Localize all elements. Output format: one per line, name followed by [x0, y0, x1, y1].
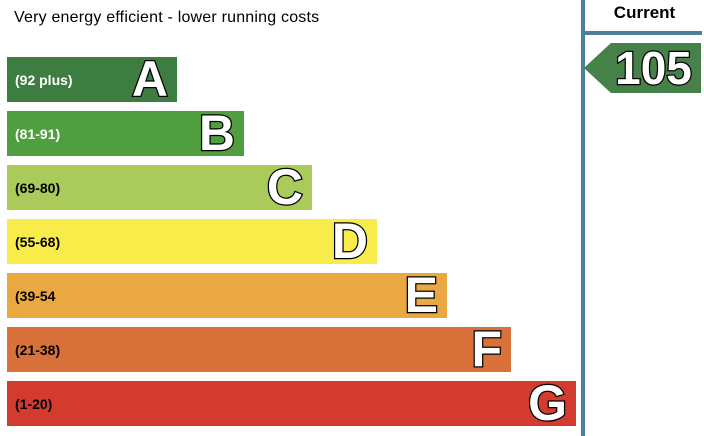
- current-rating-arrow: 105: [584, 43, 701, 93]
- current-header-underline: [585, 31, 702, 35]
- current-rating-value: 105: [614, 42, 693, 94]
- rating-bands: (92 plus) A (81-91) B (69-80) C (55-68) …: [7, 51, 576, 431]
- band-d: (55-68) D: [7, 213, 377, 269]
- band-g: (1-20) G: [7, 375, 576, 431]
- chart-title: Very energy efficient - lower running co…: [14, 9, 320, 26]
- band-d-range-label: (55-68): [15, 233, 61, 250]
- band-c: (69-80) C: [7, 159, 312, 215]
- band-c-letter: C: [266, 159, 305, 215]
- band-e-range-label: (39-54: [15, 287, 56, 304]
- band-a-range-label: (92 plus): [15, 71, 73, 88]
- band-e-letter: E: [403, 267, 439, 323]
- band-a: (92 plus) A: [7, 51, 177, 107]
- panel-vertical-divider: [581, 0, 585, 436]
- band-f-range-label: (21-38): [15, 341, 61, 358]
- current-column-header: Current: [613, 3, 676, 22]
- band-f-letter: F: [470, 321, 503, 377]
- band-b-range-label: (81-91): [15, 125, 61, 142]
- band-b-letter: B: [198, 105, 237, 161]
- band-f: (21-38) F: [7, 321, 511, 377]
- band-a-letter: A: [131, 51, 170, 107]
- band-e: (39-54 E: [7, 267, 447, 323]
- band-g-letter: G: [527, 375, 568, 431]
- band-g-range-label: (1-20): [15, 395, 53, 412]
- band-d-letter: D: [331, 213, 370, 269]
- band-c-range-label: (69-80): [15, 179, 61, 196]
- band-b: (81-91) B: [7, 105, 244, 161]
